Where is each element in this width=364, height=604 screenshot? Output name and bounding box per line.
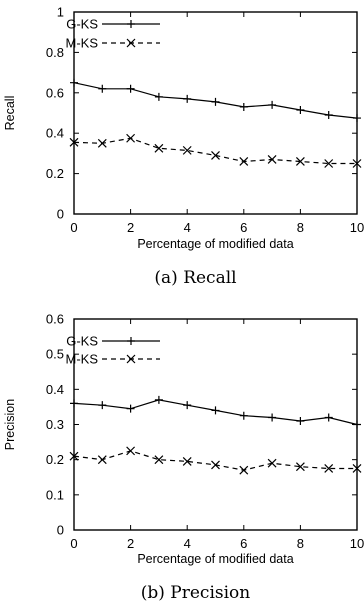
chart-2-series-g-ks-point [324,413,333,422]
chart-2: 0 2 4 6 8 10 0 0.1 0.2 0.3 0.4 0.5 0.6 Percentage of … [3,312,364,604]
chart-1-legend-marker-g-ks [127,20,135,28]
chart-2-series-m-ks-point [352,464,362,473]
chart-1-x-tick-label: 10 [350,220,364,235]
chart-1-series-m-ks-point [211,150,220,160]
chart-1-x-axis-label: Percentage of modified data [137,237,293,251]
chart-1: 0 2 4 6 8 10 0 0.2 0.4 0.6 0.8 1 Percentage of modif… [3,5,364,289]
chart-1-legend-label-g-ks: G-KS [66,17,98,32]
chart-1-series-g-ks-point [268,100,277,109]
chart-1-series-m-ks-point [324,159,334,168]
chart-1-y-tick-label: 0 [57,207,64,222]
chart-1-x-tick-label: 6 [240,220,247,235]
chart-1-legend-label-m-ks: M-KS [66,36,99,51]
chart-1-series-g-ks-point [353,114,361,123]
chart-1-y-tick-label: 0.8 [46,45,64,60]
chart-1-legend-marker-m-ks [126,38,136,48]
chart-1-series-m-ks-point [97,138,107,148]
chart-2-caption: (b) Precision [141,583,251,603]
chart-1-y-tick-label: 0.4 [46,126,64,141]
chart-1-x-tick-label: 8 [297,220,304,235]
chart-1-x-tick-label: 0 [70,220,77,235]
chart-1-series-g-ks-point [296,105,305,114]
chart-1-series-g-ks-point [154,92,163,101]
chart-2-legend-marker-m-ks [126,354,136,364]
chart-2-y-axis-label: Precision [3,399,17,450]
chart-1-y-tick-label: 1 [57,5,64,20]
chart-1-series-g-ks-point [324,111,333,120]
chart-2-series-g-ks-point [353,420,361,429]
chart-2-legend-label-g-ks: G-KS [66,334,98,349]
chart-2-legend-label-m-ks: M-KS [66,352,99,367]
chart-2-series-m-ks-point [239,465,249,475]
chart-1-series-m-ks-point [352,159,362,168]
chart-2-series-m-ks [69,446,362,475]
chart-2-x-tick-label: 6 [240,536,247,551]
chart-1-series-g-ks-point [98,84,107,93]
chart-2-x-tick-label: 8 [297,536,304,551]
chart-1-series-m-ks [69,133,362,168]
chart-1-y-tick-label: 0.2 [46,166,64,181]
chart-2-series-m-ks-point [211,460,220,470]
chart-1-series-m-ks-line [73,137,357,165]
chart-1-series-m-ks-point [295,157,305,166]
chart-1-series-g-ks [70,78,361,123]
chart-2-x-tick-label: 0 [70,536,77,551]
chart-1-series-m-ks-point [239,157,249,166]
chart-2-y-tick-label: 0.3 [46,417,64,432]
chart-2-series-m-ks-point [154,455,164,465]
chart-2-series-g-ks-point [98,401,107,410]
chart-2-y-tick-label: 0.2 [46,452,64,467]
chart-2-series-g-ks-point [239,411,248,420]
chart-2-series-m-ks-point [69,451,79,461]
chart-1-series-g-ks-point [183,94,192,103]
chart-2-series-m-ks-line [73,450,357,471]
chart-1-series-g-ks-point [239,102,248,111]
chart-2-x-tick-label: 2 [127,536,134,551]
chart-2-series-m-ks-point [295,462,305,472]
chart-1-x-tick-label: 4 [184,220,191,235]
chart-2-series-g-ks-point [126,404,135,413]
chart-1-series-m-ks-point [267,155,277,164]
chart-2-series-m-ks-point [182,457,192,466]
chart-1-series-g-ks-point [211,97,220,106]
chart-1-caption: (a) Recall [154,268,236,288]
chart-2-series-m-ks-point [324,464,334,473]
chart-2-series-g-ks-point [183,401,192,410]
chart-2-series-m-ks-point [126,446,136,456]
chart-1-series-m-ks-point [154,143,164,153]
chart-2-series-g-ks-point [70,399,78,408]
chart-1-series-m-ks-point [182,145,192,155]
chart-2-y-tick-label: 0.6 [46,312,64,327]
chart-2-series-g-ks-point [154,395,163,404]
chart-1-x-tick-label: 2 [127,220,134,235]
chart-2-legend-marker-g-ks [127,337,135,345]
chart-2-y-tick-label: 0.1 [46,487,64,502]
chart-2-x-tick-label: 10 [350,536,364,551]
chart-1-y-axis-label: Recall [3,96,17,131]
chart-1-y-tick-label: 0.6 [46,85,64,100]
chart-1-series-m-ks-point [126,133,136,143]
chart-2-y-tick-label: 0.5 [46,347,64,362]
chart-2-series-g-ks [70,395,361,429]
chart-1-series-m-ks-point [69,137,79,147]
chart-2-series-m-ks-point [97,455,107,465]
chart-2-x-axis-label: Percentage of modified data [137,552,293,566]
chart-2-plot-frame [73,318,358,531]
chart-2-series-g-ks-point [268,413,277,422]
chart-2-series-m-ks-point [267,458,277,468]
chart-2-y-tick-label: 0 [57,523,64,538]
chart-2-series-g-ks-point [211,406,220,415]
chart-2-y-tick-label: 0.4 [46,382,64,397]
chart-1-series-g-ks-point [70,78,78,87]
chart-1-plot-frame [73,11,358,215]
chart-2-series-g-ks-point [296,416,305,425]
chart-2-x-tick-label: 4 [184,536,191,551]
chart-1-series-g-ks-point [126,84,135,93]
